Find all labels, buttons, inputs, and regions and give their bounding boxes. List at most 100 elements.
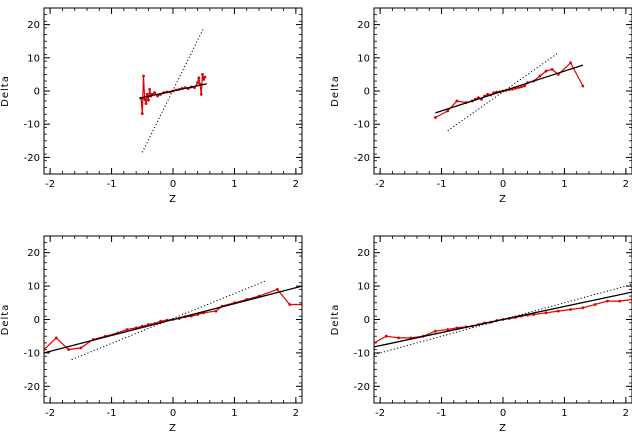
data-point — [384, 334, 388, 338]
data-point — [197, 76, 201, 80]
data-point — [550, 68, 554, 71]
x-tick-label: -2 — [375, 408, 385, 419]
data-point — [434, 329, 437, 333]
x-tick-label: -1 — [437, 408, 447, 419]
dotted-reference-line — [374, 283, 632, 356]
x-axis-label: Z — [499, 423, 507, 434]
data-point — [140, 112, 144, 115]
y-tick-label: 10 — [27, 282, 40, 293]
x-tick-label: 0 — [170, 179, 176, 190]
data-point — [532, 313, 536, 316]
data-point — [143, 97, 147, 101]
data-point — [276, 288, 279, 291]
data-point — [202, 77, 206, 81]
data-point — [145, 92, 149, 96]
data-point — [606, 299, 609, 303]
x-tick-label: 1 — [561, 179, 567, 190]
x-tick-label: -1 — [107, 179, 117, 190]
y-axis-label: Delta — [0, 304, 11, 336]
data-point — [201, 73, 204, 76]
data-point — [581, 84, 585, 88]
data-point — [544, 311, 548, 315]
dotted-reference-line — [141, 27, 205, 153]
x-axis-label: Z — [169, 423, 177, 434]
fit-line — [435, 64, 584, 114]
data-point — [618, 299, 622, 303]
data-point — [203, 75, 207, 79]
fit-line — [44, 285, 302, 354]
y-tick-label: 20 — [357, 248, 370, 259]
y-tick-label: -10 — [24, 120, 40, 131]
data-point — [214, 309, 218, 313]
y-tick-label: 10 — [27, 53, 40, 64]
data-point — [144, 102, 148, 106]
data-point — [44, 348, 46, 351]
x-axis-label: Z — [169, 194, 177, 205]
data-point — [300, 303, 302, 306]
series-group — [434, 52, 585, 132]
data-point — [148, 87, 152, 91]
y-tick-label: -20 — [24, 153, 40, 164]
data-point — [544, 69, 548, 73]
data-point — [79, 346, 83, 350]
data-point — [455, 99, 459, 103]
x-tick-label: 1 — [231, 179, 237, 190]
data-point — [516, 86, 520, 90]
data-point — [446, 109, 450, 113]
data-point — [446, 328, 450, 331]
y-axis-label: Delta — [330, 75, 341, 107]
x-tick-label: -2 — [45, 179, 55, 190]
data-point — [520, 85, 523, 89]
data-point — [538, 74, 542, 78]
x-tick-label: 2 — [293, 179, 299, 190]
data-point — [142, 74, 145, 78]
y-tick-label: -20 — [354, 153, 370, 164]
x-tick-label: 0 — [500, 179, 506, 190]
y-tick-label: -10 — [24, 348, 40, 359]
y-tick-label: 20 — [27, 248, 40, 259]
data-point — [523, 84, 526, 88]
y-tick-label: 0 — [364, 87, 370, 98]
series-group — [44, 280, 302, 361]
series-group — [139, 27, 207, 153]
data-point — [156, 94, 160, 98]
y-tick-label: 20 — [357, 20, 370, 31]
y-tick-label: -20 — [24, 382, 40, 393]
x-tick-label: 0 — [500, 408, 506, 419]
y-tick-label: 10 — [357, 282, 370, 293]
data-point — [434, 116, 437, 119]
x-tick-label: -2 — [45, 408, 55, 419]
y-tick-label: -20 — [354, 382, 370, 393]
data-point — [125, 328, 129, 331]
data-point — [196, 81, 199, 85]
data-point — [581, 306, 585, 310]
data-point — [199, 92, 203, 96]
data-point — [569, 61, 572, 65]
x-tick-label: 1 — [561, 408, 567, 419]
x-axis-label: Z — [499, 194, 507, 205]
data-point — [397, 336, 400, 340]
data-series-line — [44, 288, 302, 351]
data-point — [54, 336, 58, 340]
y-tick-label: 0 — [364, 315, 370, 326]
y-tick-label: 10 — [357, 53, 370, 64]
y-tick-label: 0 — [34, 87, 40, 98]
x-tick-label: 0 — [170, 408, 176, 419]
x-tick-label: 2 — [623, 179, 629, 190]
data-series-line — [140, 74, 206, 114]
data-point — [288, 303, 292, 306]
data-point — [153, 91, 156, 95]
data-point — [374, 341, 376, 345]
y-tick-label: 0 — [34, 315, 40, 326]
data-point — [147, 98, 150, 102]
x-tick-label: 2 — [623, 408, 629, 419]
x-tick-label: -2 — [375, 179, 385, 190]
x-tick-label: 1 — [231, 408, 237, 419]
y-axis-label: Delta — [0, 75, 11, 107]
x-tick-label: -1 — [107, 408, 117, 419]
data-point — [593, 303, 597, 306]
data-series-line — [374, 298, 632, 344]
